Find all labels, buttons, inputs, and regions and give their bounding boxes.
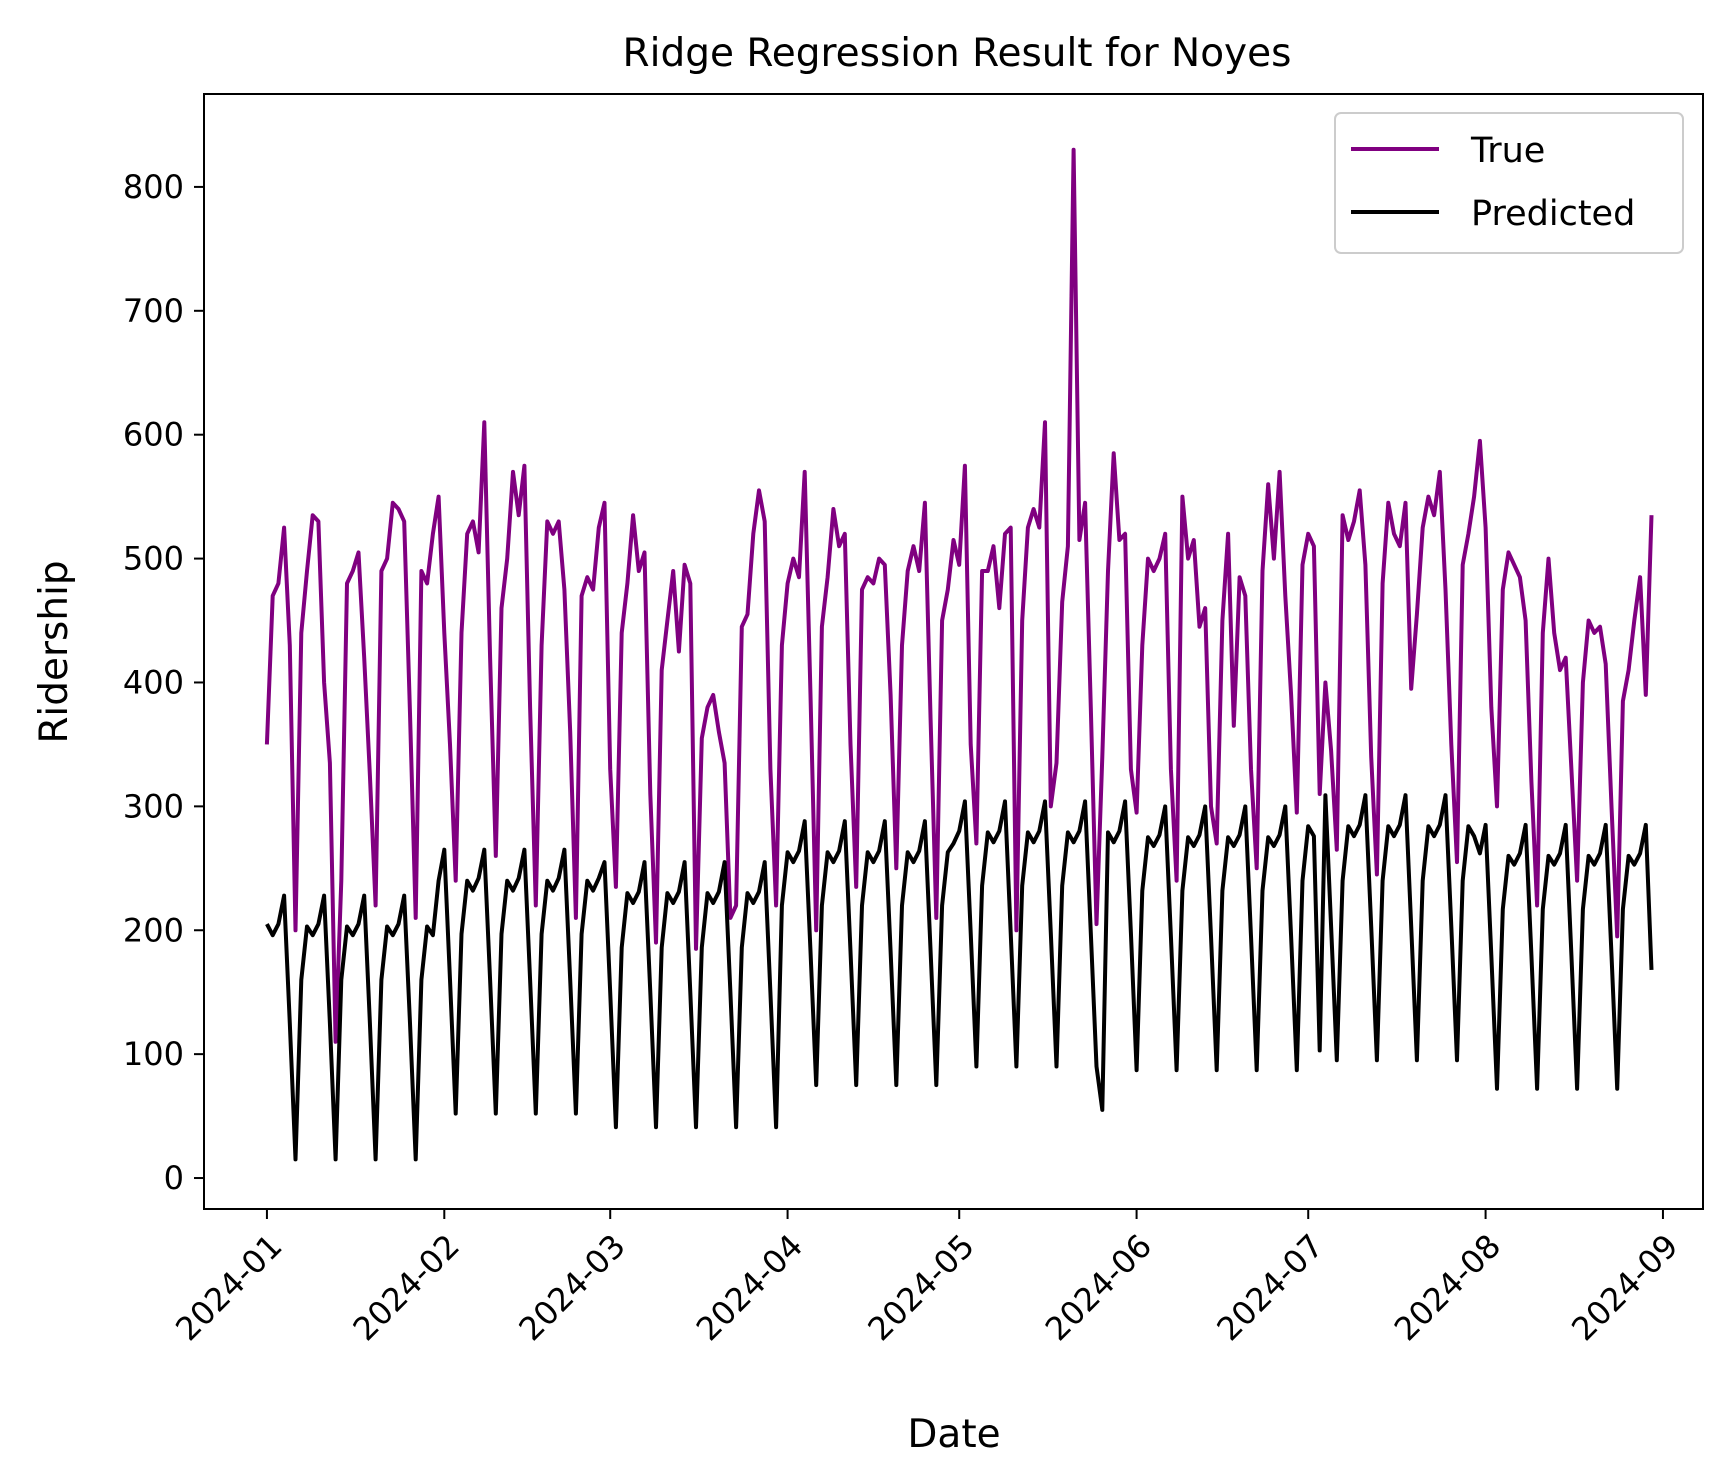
y-tick-label: 600	[123, 416, 184, 454]
plot-frame	[203, 93, 1704, 1210]
y-tick-label: 200	[123, 911, 184, 949]
y-tick-label: 400	[123, 663, 184, 701]
chart-title: Ridge Regression Result for Noyes	[623, 31, 1292, 76]
legend-true-label: True	[1470, 131, 1545, 171]
legend: True Predicted	[1334, 112, 1684, 254]
y-tick-label: 0	[164, 1159, 184, 1197]
y-tick-label: 300	[123, 787, 184, 825]
y-tick-label: 800	[123, 168, 184, 206]
x-axis-label: Date	[907, 1412, 1000, 1457]
plot-area	[203, 93, 1704, 1210]
y-tick-label: 700	[123, 292, 184, 330]
y-tick-label: 100	[123, 1035, 184, 1073]
legend-predicted-label: Predicted	[1471, 194, 1635, 234]
y-tick-label: 500	[123, 540, 184, 578]
series-line-predicted	[265, 793, 1654, 1162]
series-line-true	[264, 147, 1654, 1044]
series-layer	[264, 147, 1654, 1162]
y-axis-label: Ridership	[32, 560, 77, 743]
y-axis: 0 100 200 300 400 500 600 700 800	[123, 168, 204, 1197]
